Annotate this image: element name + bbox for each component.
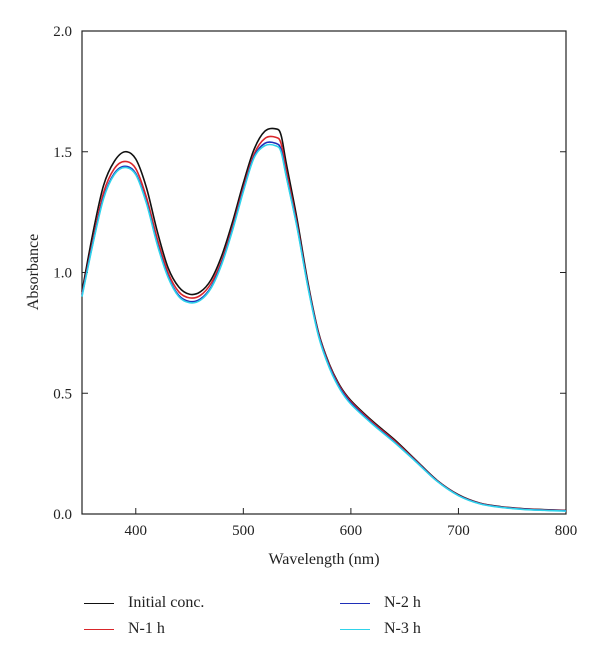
legend-swatch-initial (84, 602, 114, 604)
x-tick-label: 800 (555, 523, 578, 539)
x-tick-label: 600 (340, 523, 363, 539)
y-tick-label: 2.0 (53, 24, 72, 40)
x-tick-label: 400 (125, 523, 148, 539)
y-tick-label: 0.5 (53, 386, 72, 402)
y-tick-label: 1.5 (53, 145, 72, 161)
series-line-1 (81, 135, 567, 512)
series-line-3 (81, 143, 567, 512)
legend-swatch-n2h (340, 602, 370, 604)
legend-label-initial: Initial conc. (128, 594, 205, 611)
x-tick-label: 700 (447, 523, 470, 539)
legend-item-initial: Initial conc. (84, 592, 204, 614)
plot-frame (81, 30, 567, 515)
legend: Initial conc. N-1 h N-2 h N-3 h (0, 588, 600, 648)
legend-label-n3h: N-3 h (384, 620, 421, 637)
x-axis-ticks: 400 500 600 700 800 (125, 508, 578, 539)
series-layer (81, 127, 567, 512)
series-line-2 (81, 141, 567, 512)
series-line-0 (81, 127, 567, 512)
legend-swatch-n1h (84, 628, 114, 630)
legend-item-n3h: N-3 h (340, 618, 421, 640)
absorbance-chart: 400 500 600 700 800 0.0 0.5 1.0 1.5 2.0 Waveleng… (25, 24, 578, 568)
legend-item-n2h: N-2 h (340, 592, 421, 614)
legend-label-n1h: N-1 h (128, 620, 165, 637)
y-tick-label: 1.0 (53, 266, 72, 282)
x-axis-title: Wavelength (nm) (268, 551, 379, 568)
legend-swatch-n3h (340, 628, 370, 630)
legend-label-n2h: N-2 h (384, 594, 421, 611)
y-axis-ticks: 0.0 0.5 1.0 1.5 2.0 (53, 24, 566, 523)
x-tick-label: 500 (232, 523, 255, 539)
y-axis-title: Absorbance (25, 234, 42, 310)
y-tick-label: 0.0 (53, 507, 72, 523)
legend-item-n1h: N-1 h (84, 618, 165, 640)
